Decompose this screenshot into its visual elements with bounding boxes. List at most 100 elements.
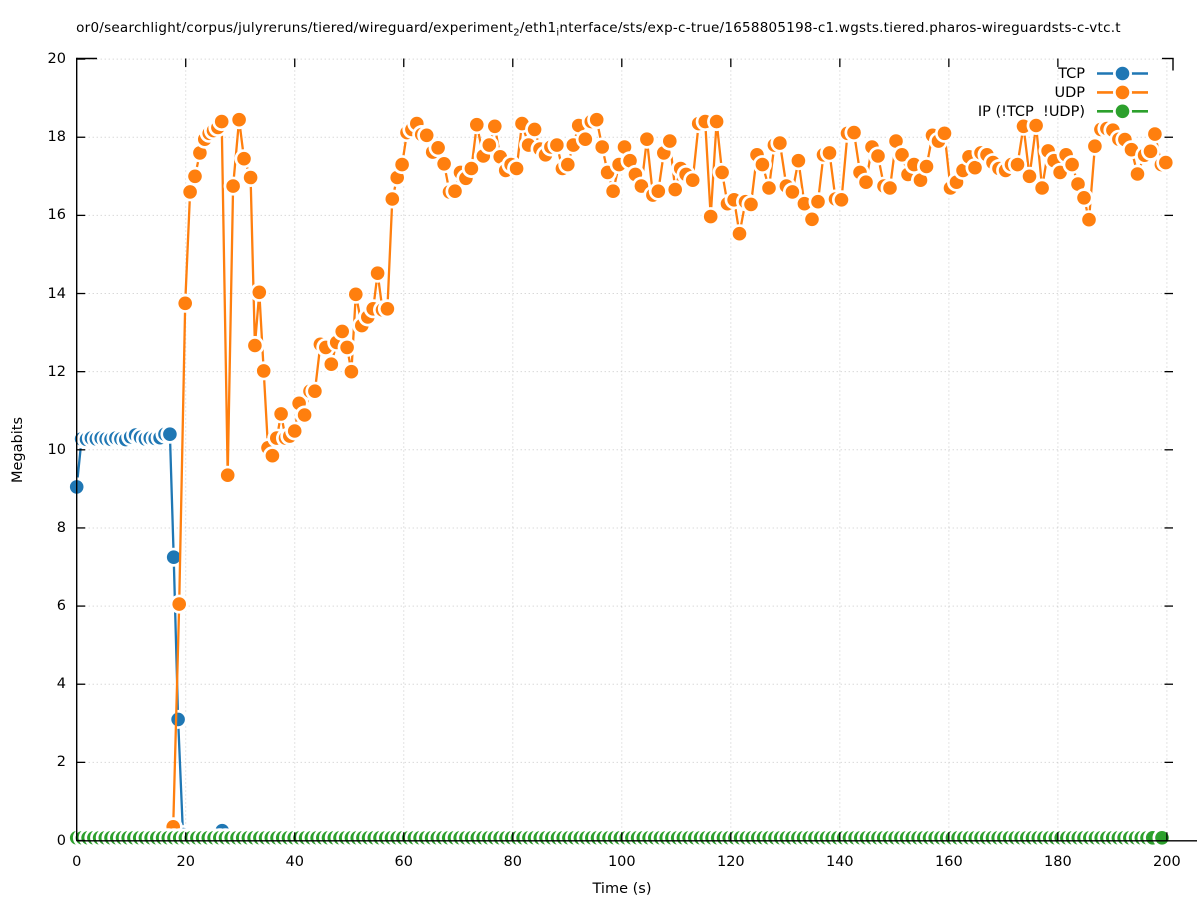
y-tick-label-10: 10	[47, 441, 66, 458]
legend-label-tcp: TCP	[1058, 66, 1085, 82]
chart-title-segment: /eth1	[519, 20, 557, 36]
marker-1	[913, 173, 928, 187]
legend-sample-marker-0	[1115, 66, 1130, 81]
marker-1	[883, 181, 897, 195]
x-tick-label-200: 200	[1153, 854, 1181, 870]
marker-1	[431, 141, 445, 155]
marker-1	[1088, 139, 1102, 153]
marker-1	[822, 146, 837, 160]
marker-1	[178, 296, 192, 311]
marker-1	[1065, 157, 1079, 172]
marker-0	[171, 712, 185, 727]
x-tick-label-0: 0	[72, 854, 82, 870]
y-tick-label-4: 4	[56, 676, 66, 693]
chart-title-segment: nterface/sts/exp-c-true/1658805198-c1.wg…	[559, 20, 1121, 36]
marker-1	[1159, 155, 1173, 170]
marker-1	[349, 287, 363, 302]
marker-1	[509, 161, 524, 176]
marker-1	[859, 175, 873, 189]
marker-1	[623, 153, 637, 168]
x-tick-label-140: 140	[825, 854, 854, 870]
series-line-1	[172, 117, 1167, 827]
marker-1	[335, 324, 350, 339]
marker-1	[968, 160, 982, 175]
marker-0	[166, 550, 181, 564]
marker-1	[937, 126, 952, 141]
marker-1	[606, 184, 620, 198]
y-tick-label-14: 14	[47, 285, 66, 302]
marker-1	[791, 153, 806, 168]
marker-1	[668, 182, 682, 197]
marker-1	[651, 184, 666, 198]
marker-1	[1035, 181, 1049, 195]
marker-1	[811, 194, 825, 209]
x-tick-label-60: 60	[394, 854, 413, 870]
marker-1	[344, 364, 359, 379]
series-line-0	[75, 433, 223, 836]
marker-1	[550, 138, 564, 152]
y-tick-label-0: 0	[56, 832, 66, 849]
marker-1	[640, 132, 654, 146]
marker-1	[515, 116, 529, 131]
marker-1	[287, 424, 302, 438]
marker-1	[634, 179, 649, 193]
marker-1	[1053, 165, 1067, 180]
marker-1	[256, 364, 271, 378]
marker-1	[703, 209, 718, 224]
marker-1	[834, 193, 849, 207]
x-tick-label-40: 40	[285, 854, 304, 870]
x-tick-label-80: 80	[503, 854, 522, 870]
marker-1	[243, 170, 258, 185]
chart-title-segment: or0/searchlight/corpus/julyreruns/tiered…	[76, 20, 514, 36]
marker-1	[1130, 167, 1145, 181]
marker-1	[732, 226, 747, 241]
marker-1	[895, 148, 909, 162]
y-tick-label-18: 18	[47, 129, 66, 146]
marker-1	[617, 140, 632, 154]
y-tick-label-2: 2	[56, 754, 66, 771]
marker-1	[297, 408, 312, 422]
y-tick-label-16: 16	[47, 207, 66, 224]
marker-1	[1016, 119, 1031, 134]
marker-1	[663, 134, 677, 148]
marker-1	[578, 132, 593, 146]
marker-1	[1010, 157, 1025, 172]
marker-1	[482, 138, 497, 152]
marker-1	[762, 181, 776, 195]
marker-1	[527, 122, 542, 137]
marker-1	[448, 184, 462, 198]
x-tick-label-20: 20	[176, 854, 195, 870]
legend-label-udp: UDP	[1054, 85, 1085, 101]
marker-1	[385, 192, 400, 206]
y-tick-label-6: 6	[56, 598, 66, 615]
marker-1	[252, 285, 267, 300]
marker-1	[715, 165, 729, 180]
marker-1	[1071, 177, 1085, 191]
marker-1	[1124, 142, 1139, 157]
legend-sample-marker-1	[1115, 85, 1130, 100]
marker-1	[232, 112, 246, 127]
marker-1	[464, 161, 479, 176]
marker-0	[163, 427, 177, 442]
marker-1	[226, 179, 240, 193]
marker-1	[595, 140, 609, 154]
marker-1	[324, 357, 339, 372]
marker-1	[797, 196, 812, 211]
marker-1	[437, 157, 451, 171]
marker-1	[561, 157, 575, 172]
marker-1	[1148, 127, 1162, 141]
marker-1	[755, 157, 770, 172]
x-tick-label-160: 160	[935, 854, 963, 870]
marker-1	[395, 157, 409, 172]
marker-1	[685, 173, 700, 187]
marker-1	[1029, 118, 1043, 133]
x-tick-label-120: 120	[716, 854, 745, 870]
marker-1	[1077, 191, 1091, 205]
x-tick-label-100: 100	[607, 854, 636, 870]
marker-1	[847, 125, 861, 140]
marker-1	[1082, 212, 1096, 227]
x-tick-label-180: 180	[1044, 854, 1072, 870]
marker-1	[188, 169, 202, 184]
